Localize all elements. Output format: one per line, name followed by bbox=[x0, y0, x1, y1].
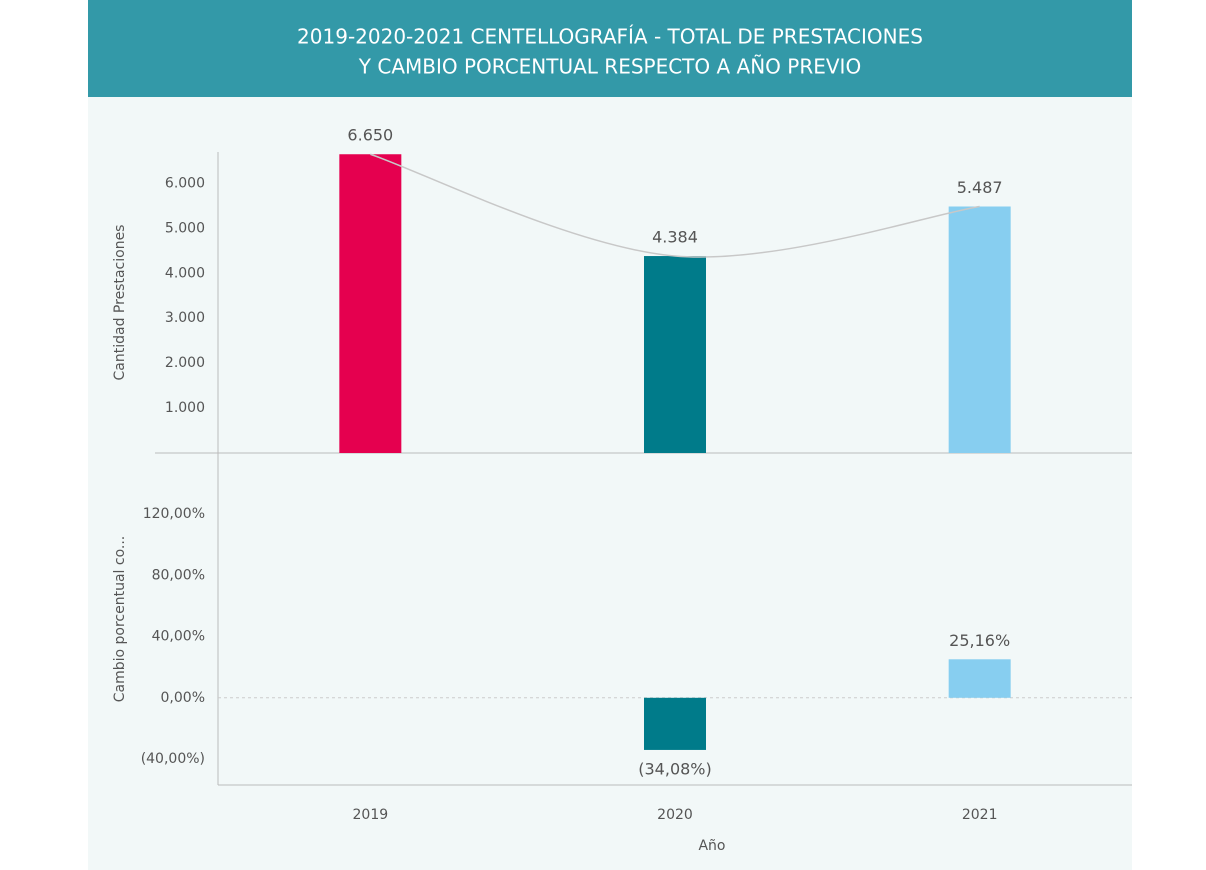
header bbox=[88, 0, 1132, 97]
trend-line bbox=[370, 153, 980, 258]
y-tick-label: 120,00% bbox=[143, 506, 205, 522]
chart-title: 2019-2020-2021 CENTELLOGRAFÍA - TOTAL DE… bbox=[297, 25, 923, 49]
value-label: (34,08%) bbox=[638, 759, 712, 778]
bar bbox=[339, 154, 402, 453]
bar bbox=[644, 256, 706, 453]
value-label: 5.487 bbox=[957, 178, 1003, 197]
y-tick-label: 4.000 bbox=[165, 265, 205, 281]
bar bbox=[948, 659, 1011, 698]
y-tick-label: 1.000 bbox=[165, 400, 205, 416]
y-tick-label: 6.000 bbox=[165, 175, 205, 191]
x-tick-label: 2021 bbox=[962, 807, 998, 823]
x-axis-label: Año bbox=[698, 838, 725, 854]
y-tick-label: 80,00% bbox=[152, 567, 205, 583]
bar bbox=[948, 206, 1011, 453]
y-axis-label: Cantidad Prestaciones bbox=[112, 225, 128, 381]
x-tick-label: 2020 bbox=[657, 807, 693, 823]
value-label: 6.650 bbox=[347, 126, 393, 145]
y-tick-label: 3.000 bbox=[165, 310, 205, 326]
x-tick-label: 2019 bbox=[353, 807, 389, 823]
y-tick-label: (40,00%) bbox=[141, 751, 205, 767]
value-label: 25,16% bbox=[949, 631, 1010, 650]
y-axis-label: Cambio porcentual co... bbox=[112, 536, 128, 703]
bar bbox=[644, 697, 706, 750]
value-label: 4.384 bbox=[652, 228, 698, 247]
y-tick-label: 0,00% bbox=[161, 690, 205, 706]
y-tick-label: 2.000 bbox=[165, 355, 205, 371]
chart-title: Y CAMBIO PORCENTUAL RESPECTO A AÑO PREVI… bbox=[358, 55, 861, 79]
y-tick-label: 40,00% bbox=[152, 629, 205, 645]
y-tick-label: 5.000 bbox=[165, 220, 205, 236]
